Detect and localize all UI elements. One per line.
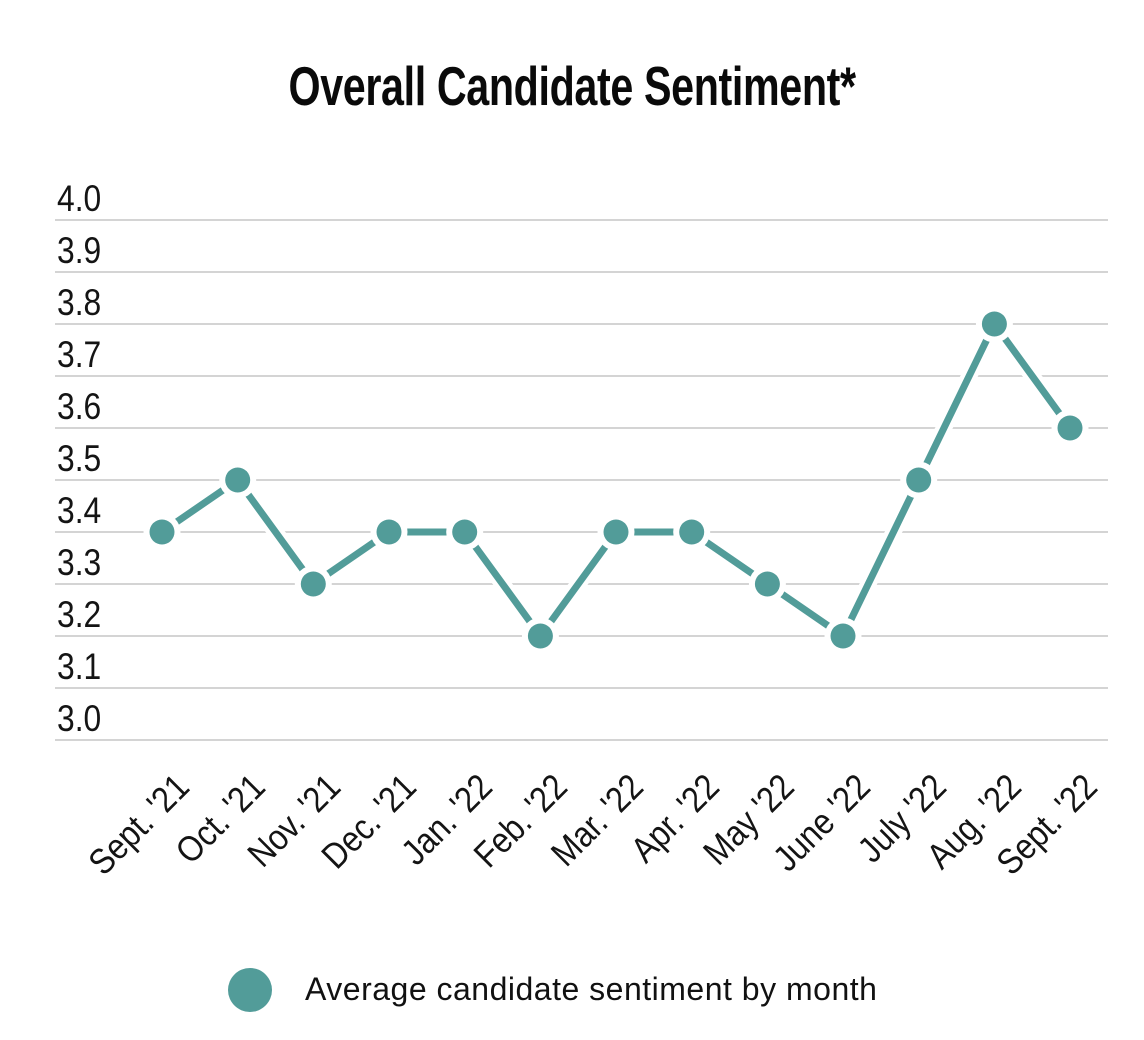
data-point-marker: [906, 467, 932, 493]
y-tick-label: 3.2: [57, 594, 102, 635]
y-tick-label: 3.5: [57, 438, 102, 479]
data-point-marker: [1057, 415, 1083, 441]
data-point-marker: [225, 467, 251, 493]
y-tick-label: 3.6: [57, 386, 102, 427]
y-tick-label: 3.4: [57, 490, 102, 531]
y-tick-label: 3.9: [57, 230, 102, 271]
data-point-marker: [300, 571, 326, 597]
data-point-marker: [527, 623, 553, 649]
data-point-marker: [981, 311, 1007, 337]
y-tick-label: 3.3: [57, 542, 102, 583]
data-point-marker: [603, 519, 629, 545]
y-tick-label: 3.8: [57, 282, 102, 323]
data-point-marker: [754, 571, 780, 597]
data-point-marker: [452, 519, 478, 545]
data-point-marker: [376, 519, 402, 545]
data-point-marker: [830, 623, 856, 649]
y-tick-label: 3.7: [57, 334, 102, 375]
data-point-marker: [149, 519, 175, 545]
data-point-marker: [679, 519, 705, 545]
y-tick-label: 4.0: [57, 178, 102, 219]
y-tick-label: 3.0: [57, 698, 102, 739]
y-tick-label: 3.1: [57, 646, 102, 687]
